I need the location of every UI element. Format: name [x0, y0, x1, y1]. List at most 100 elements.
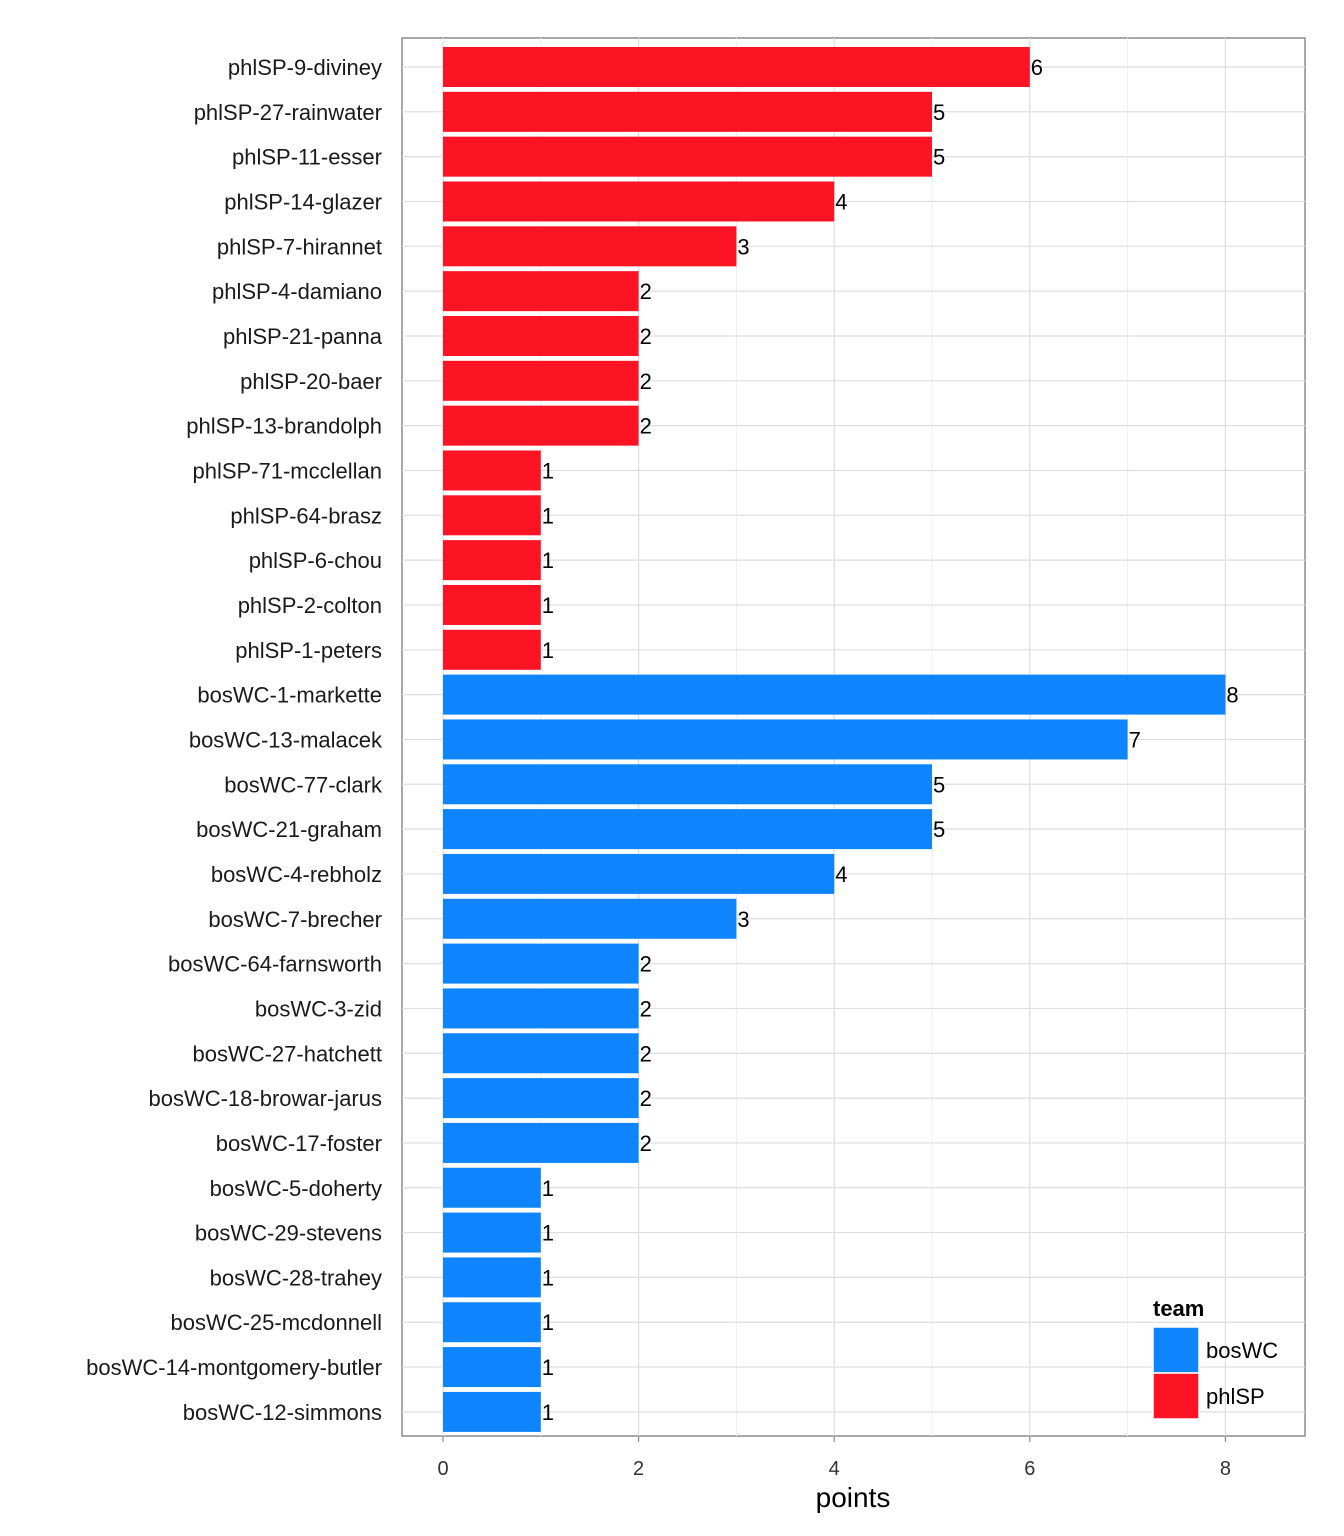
value-label: 1: [542, 458, 554, 483]
bar-phlSP-6-chou: [443, 540, 541, 581]
bar-bosWC-1-markette: [443, 674, 1226, 715]
category-label: bosWC-13-malacek: [189, 727, 383, 752]
category-label: phlSP-14-glazer: [224, 189, 382, 214]
bar-phlSP-21-panna: [443, 315, 639, 356]
bar-bosWC-29-stevens: [443, 1212, 541, 1253]
value-label: 1: [542, 638, 554, 663]
x-tick-label: 4: [829, 1458, 840, 1480]
value-label: 3: [737, 907, 749, 932]
value-label: 2: [640, 414, 652, 439]
category-label: phlSP-71-mcclellan: [192, 458, 382, 483]
bar-phlSP-14-glazer: [443, 181, 835, 222]
category-label: bosWC-77-clark: [224, 772, 383, 797]
category-label: bosWC-27-hatchett: [192, 1041, 382, 1066]
value-label: 6: [1031, 55, 1043, 80]
value-label: 2: [640, 1041, 652, 1066]
category-label: bosWC-17-foster: [216, 1131, 382, 1156]
legend-label: bosWC: [1206, 1338, 1278, 1363]
category-label: phlSP-7-hirannet: [217, 234, 382, 259]
value-label: 2: [640, 952, 652, 977]
bar-bosWC-18-browar-jarus: [443, 1078, 639, 1119]
bar-phlSP-13-brandolph: [443, 405, 639, 446]
bar-bosWC-17-foster: [443, 1122, 639, 1163]
bar-bosWC-12-simmons: [443, 1391, 541, 1432]
bar-phlSP-1-peters: [443, 629, 541, 670]
x-tick-label: 0: [437, 1458, 448, 1480]
legend-label: phlSP: [1206, 1384, 1265, 1409]
value-label: 5: [933, 772, 945, 797]
x-axis-title: points: [816, 1482, 891, 1513]
bar-phlSP-7-hirannet: [443, 226, 737, 267]
x-tick-label: 2: [633, 1458, 644, 1480]
bar-phlSP-27-rainwater: [443, 91, 932, 132]
bar-bosWC-7-brecher: [443, 898, 737, 939]
bar-bosWC-27-hatchett: [443, 1033, 639, 1074]
category-label: phlSP-21-panna: [223, 324, 383, 349]
bars: [443, 47, 1226, 1432]
value-label: 2: [640, 996, 652, 1021]
bar-phlSP-9-diviney: [443, 47, 1030, 87]
value-label: 1: [542, 1265, 554, 1290]
bar-bosWC-28-trahey: [443, 1257, 541, 1298]
value-labels: 6 5 5 4 3 2 2 2 2 1 1 1 1 1 8 7 5 5 4 3 2 2 2 2 2 1 1 1 1 1 1: [542, 55, 1239, 1425]
category-label: phlSP-2-colton: [238, 593, 382, 618]
value-label: 5: [933, 145, 945, 170]
legend-key-bosWC: [1152, 1326, 1200, 1374]
x-axis-ticks: 0 2 4 6 8: [437, 1436, 1231, 1480]
category-label: phlSP-20-baer: [240, 369, 382, 394]
value-label: 1: [542, 1310, 554, 1335]
category-label: phlSP-13-brandolph: [186, 414, 382, 439]
bar-bosWC-5-doherty: [443, 1167, 541, 1208]
category-label: bosWC-29-stevens: [195, 1221, 382, 1246]
category-label: bosWC-3-zid: [255, 996, 382, 1021]
bar-bosWC-14-montgomery-butler: [443, 1347, 541, 1388]
category-label: bosWC-25-mcdonnell: [170, 1310, 382, 1335]
bar-phlSP-4-damiano: [443, 271, 639, 312]
value-label: 3: [737, 234, 749, 259]
value-label: 4: [835, 862, 847, 887]
category-label: phlSP-64-brasz: [230, 503, 382, 528]
value-label: 2: [640, 369, 652, 394]
value-label: 4: [835, 189, 847, 214]
category-label: bosWC-18-browar-jarus: [148, 1086, 382, 1111]
legend: team bosWC phlSP: [1152, 1296, 1278, 1420]
bar-phlSP-20-baer: [443, 360, 639, 401]
bar-bosWC-4-rebholz: [443, 853, 835, 894]
value-label: 2: [640, 1086, 652, 1111]
legend-key-phlSP: [1152, 1372, 1200, 1420]
category-label: phlSP-11-esser: [232, 145, 382, 170]
value-label: 1: [542, 593, 554, 618]
x-tick-label: 6: [1024, 1458, 1035, 1480]
category-label: bosWC-1-markette: [197, 683, 382, 708]
legend-title: team: [1153, 1296, 1204, 1321]
value-label: 1: [542, 503, 554, 528]
value-label: 1: [542, 1355, 554, 1380]
value-label: 2: [640, 324, 652, 349]
category-label: bosWC-5-doherty: [210, 1176, 382, 1201]
category-label: bosWC-14-montgomery-butler: [86, 1355, 382, 1380]
bar-phlSP-11-esser: [443, 136, 932, 177]
value-label: 5: [933, 817, 945, 842]
value-label: 2: [640, 1131, 652, 1156]
category-label: phlSP-27-rainwater: [194, 100, 382, 125]
bar-phlSP-2-colton: [443, 584, 541, 625]
category-label: bosWC-21-graham: [196, 817, 382, 842]
category-label: phlSP-4-damiano: [212, 279, 382, 304]
bar-bosWC-25-mcdonnell: [443, 1302, 541, 1343]
value-label: 1: [542, 1400, 554, 1425]
bar-bosWC-21-graham: [443, 809, 932, 850]
category-labels: phlSP-9-diviney phlSP-27-rainwater phlSP-1…: [86, 55, 383, 1425]
category-label: bosWC-4-rebholz: [211, 862, 382, 887]
value-label: 1: [542, 1176, 554, 1201]
bar-phlSP-71-mcclellan: [443, 450, 541, 491]
bar-bosWC-3-zid: [443, 988, 639, 1029]
category-label: phlSP-6-chou: [249, 548, 382, 573]
category-label: phlSP-1-peters: [235, 638, 382, 663]
category-label: bosWC-64-farnsworth: [168, 952, 382, 977]
category-label: phlSP-9-diviney: [228, 55, 382, 80]
value-label: 1: [542, 1221, 554, 1246]
x-tick-label: 8: [1220, 1458, 1231, 1480]
value-label: 7: [1129, 727, 1141, 752]
bar-bosWC-64-farnsworth: [443, 943, 639, 984]
